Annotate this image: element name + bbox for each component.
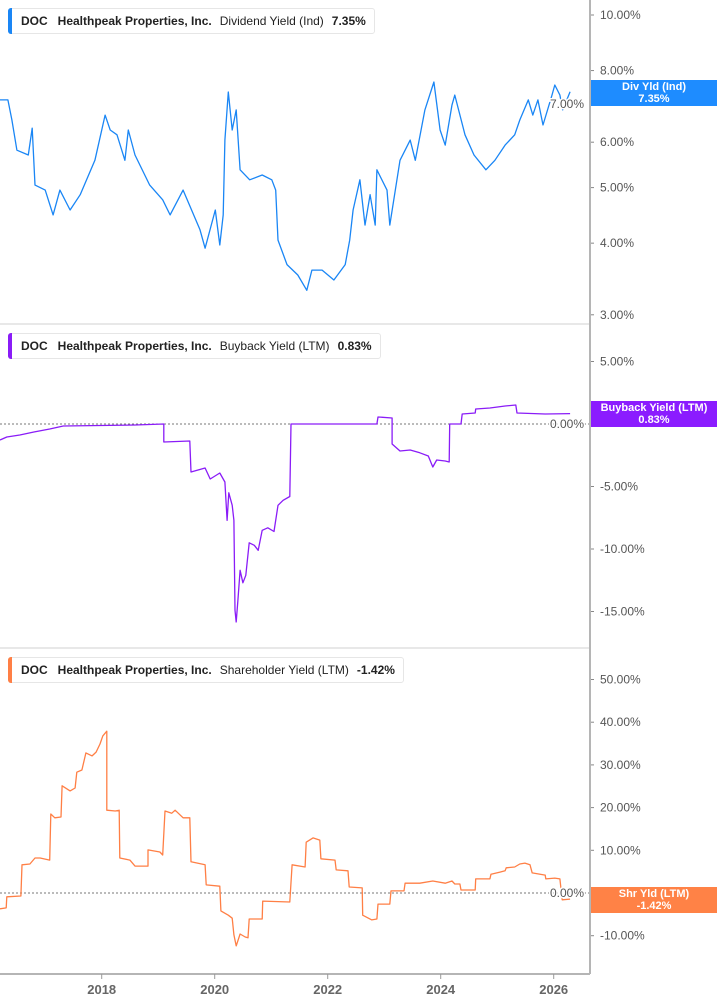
legend-metric: Shareholder Yield (LTM) xyxy=(219,663,349,677)
y-tick-label: 0.00% xyxy=(550,417,584,431)
x-tick-label: 2026 xyxy=(539,982,568,997)
badge-value: 0.83% xyxy=(638,414,670,426)
y-tick-label: 40.00% xyxy=(600,715,641,729)
y-tick-label: 3.00% xyxy=(600,308,634,322)
last-value-badge-shareholder: Shr Yld (LTM) -1.42% xyxy=(591,887,717,913)
legend-dividend-yield: DOC Healthpeak Properties, Inc. Dividend… xyxy=(8,8,375,34)
x-tick-label: 2024 xyxy=(426,982,456,997)
y-tick-label: 20.00% xyxy=(600,801,641,815)
x-tick-label: 2022 xyxy=(313,982,342,997)
y-tick-label: 5.00% xyxy=(600,355,634,369)
y-tick-label: 10.00% xyxy=(600,843,641,857)
y-tick-label: 7.00% xyxy=(550,97,584,111)
badge-label: Div Yld (Ind) xyxy=(622,81,686,93)
y-tick-label: -10.00% xyxy=(600,929,645,943)
dividend-series-line xyxy=(0,81,571,291)
y-tick-label: 6.00% xyxy=(600,135,634,149)
y-tick-label: 5.00% xyxy=(600,181,634,195)
y-tick-label: 4.00% xyxy=(600,236,634,250)
series-color-marker xyxy=(8,333,12,359)
legend-company: Healthpeak Properties, Inc. xyxy=(57,14,212,28)
y-tick-label: -10.00% xyxy=(600,542,645,556)
y-tick-label: 8.00% xyxy=(600,64,634,78)
badge-value: 7.35% xyxy=(638,93,670,105)
legend-ticker: DOC xyxy=(21,663,48,677)
badge-label: Buyback Yield (LTM) xyxy=(600,402,708,414)
last-value-badge-buyback: Buyback Yield (LTM) 0.83% xyxy=(591,401,717,427)
y-tick-label: 50.00% xyxy=(600,673,641,687)
series-color-marker xyxy=(8,657,12,683)
legend-value: -1.42% xyxy=(356,663,395,677)
y-tick-label: -5.00% xyxy=(600,480,638,494)
shareholder-series-line xyxy=(0,730,571,947)
y-tick-label: 10.00% xyxy=(600,8,641,22)
legend-value: 7.35% xyxy=(331,14,366,28)
legend-company: Healthpeak Properties, Inc. xyxy=(57,339,212,353)
y-tick-label: -15.00% xyxy=(600,605,645,619)
legend-ticker: DOC xyxy=(21,14,48,28)
legend-buyback-yield: DOC Healthpeak Properties, Inc. Buyback … xyxy=(8,333,381,359)
legend-metric: Dividend Yield (Ind) xyxy=(219,14,324,28)
x-tick-label: 2018 xyxy=(87,982,116,997)
legend-ticker: DOC xyxy=(21,339,48,353)
legend-metric: Buyback Yield (LTM) xyxy=(219,339,330,353)
buyback-series-line xyxy=(0,404,571,623)
series-color-marker xyxy=(8,8,12,34)
legend-shareholder-yield: DOC Healthpeak Properties, Inc. Sharehol… xyxy=(8,657,404,683)
legend-company: Healthpeak Properties, Inc. xyxy=(57,663,212,677)
y-tick-label: 0.00% xyxy=(550,886,584,900)
x-tick-label: 2020 xyxy=(200,982,229,997)
last-value-badge-dividend: Div Yld (Ind) 7.35% xyxy=(591,80,717,106)
badge-label: Shr Yld (LTM) xyxy=(618,888,690,900)
y-tick-label: 30.00% xyxy=(600,758,641,772)
legend-value: 0.83% xyxy=(337,339,372,353)
badge-value: -1.42% xyxy=(636,900,672,912)
